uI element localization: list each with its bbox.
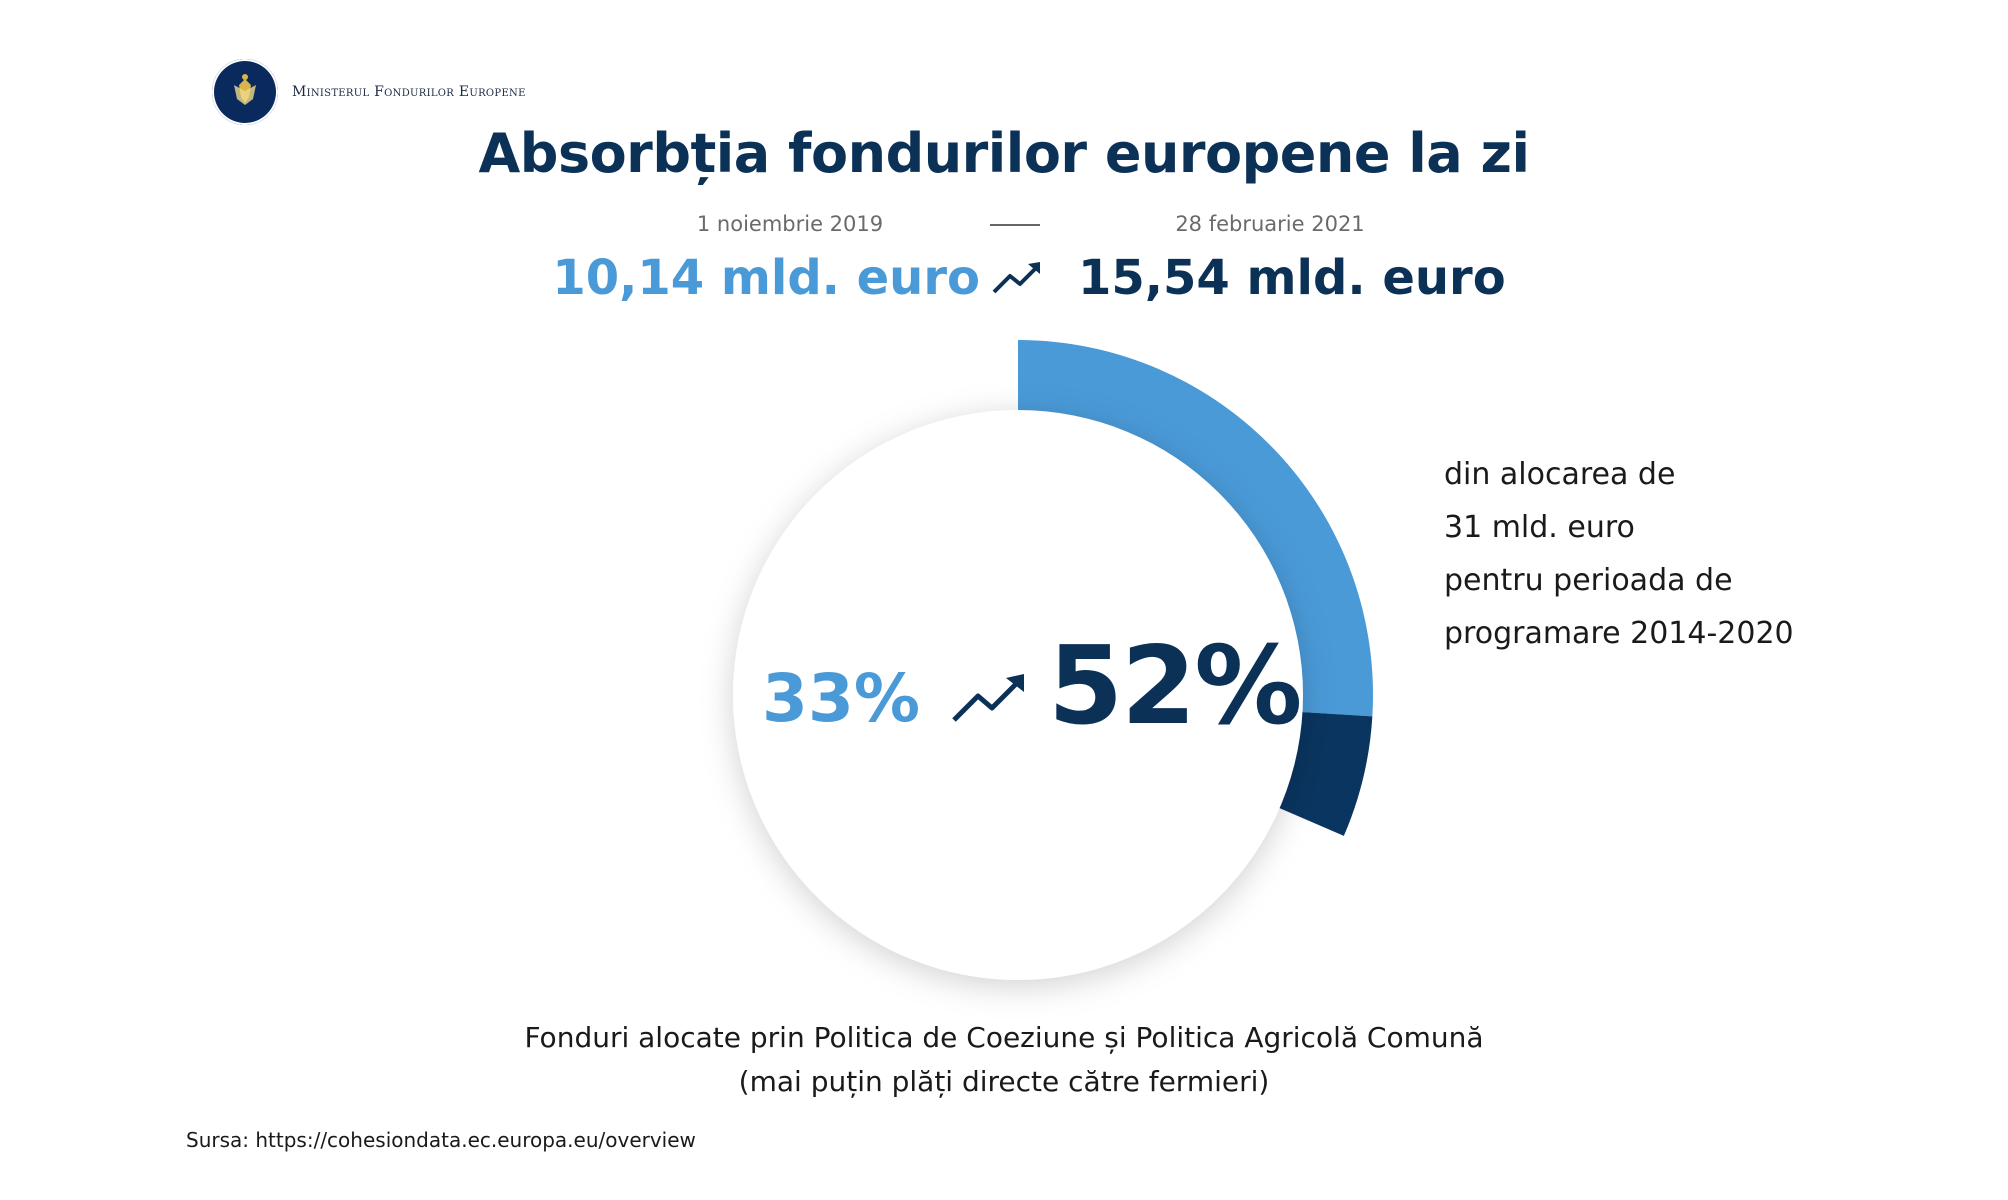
- source-note: Sursa: https://cohesiondata.ec.europa.eu…: [186, 1128, 696, 1152]
- amount-end: 15,54 mld. euro: [1078, 250, 1506, 306]
- amount-start: 10,14 mld. euro: [552, 250, 980, 306]
- trend-up-icon: [952, 674, 1024, 722]
- date-separator: [990, 224, 1040, 226]
- page-title: Absorbția fondurilor europene la zi: [478, 122, 1530, 185]
- trend-up-icon: [992, 262, 1040, 294]
- gauge-inner-disc: [733, 410, 1303, 980]
- caption-line-1: Fonduri alocate prin Politica de Coeziun…: [524, 1021, 1484, 1054]
- coat-of-arms-icon: [212, 59, 278, 125]
- allocation-line: pentru perioada de: [1444, 563, 1733, 598]
- date-start: 1 noiembrie 2019: [696, 212, 884, 236]
- pct-current: 52%: [1048, 624, 1303, 749]
- allocation-note: din alocarea de 31 mld. euro pentru peri…: [1444, 448, 1964, 660]
- allocation-line: 31 mld. euro: [1444, 510, 1635, 545]
- caption-line-2: (mai puțin plăți directe către fermieri): [738, 1065, 1270, 1098]
- pct-previous: 33%: [762, 660, 920, 737]
- date-end: 28 februarie 2021: [1175, 212, 1365, 236]
- chart-caption: Fonduri alocate prin Politica de Coeziun…: [0, 1016, 2008, 1104]
- ministry-logo: Ministerul Fondurilor Europene: [212, 58, 526, 126]
- ministry-name: Ministerul Fondurilor Europene: [292, 84, 526, 100]
- allocation-line: din alocarea de: [1444, 457, 1676, 492]
- allocation-line: programare 2014-2020: [1444, 616, 1794, 651]
